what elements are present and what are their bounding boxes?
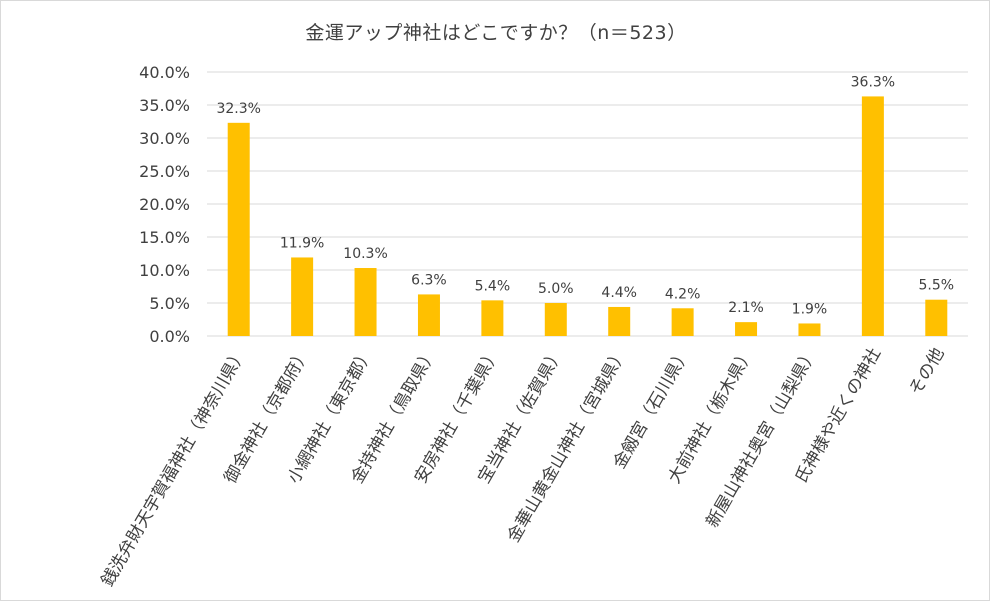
y-tick-label: 35.0%: [139, 96, 190, 115]
data-label: 36.3%: [851, 74, 895, 90]
data-label: 2.1%: [728, 300, 764, 316]
y-tick-label: 20.0%: [139, 195, 190, 214]
y-tick-labels: 0.0% 5.0% 10.0% 15.0% 20.0% 25.0% 30.0% 35.0% 40…: [139, 63, 190, 346]
y-tick-label: 10.0%: [139, 261, 190, 280]
bar: [481, 300, 504, 336]
bar: [227, 122, 250, 336]
x-tick-labels: 銭洗弁財天宇賀福神社（神奈川県）御金神社（京都府）小網神社（東京都）金持神社（鳥…: [98, 344, 949, 590]
bar: [291, 257, 314, 336]
bars: [227, 96, 948, 336]
bar: [798, 323, 821, 336]
data-label: 6.3%: [411, 272, 447, 288]
gridlines: [207, 71, 968, 337]
data-labels: 32.3% 11.9% 10.3% 6.3% 5.4% 5.0% 4.4% 4.2% 2.1% 1…: [216, 74, 954, 317]
bar: [671, 308, 694, 336]
bar: [735, 322, 758, 336]
data-label: 5.0%: [538, 281, 574, 297]
bar: [417, 294, 440, 336]
y-tick-label: 25.0%: [139, 162, 190, 181]
y-tick-label: 5.0%: [149, 294, 190, 313]
bar: [544, 303, 567, 336]
data-label: 32.3%: [216, 101, 260, 117]
y-tick-label: 30.0%: [139, 129, 190, 148]
y-tick-label: 15.0%: [139, 228, 190, 247]
x-tick-label: 金華山黄金山神社（宮城県）: [504, 345, 632, 546]
y-tick-label: 0.0%: [149, 327, 190, 346]
data-label: 4.2%: [665, 286, 701, 302]
x-tick-label: 新屋山神社奥宮（山梨県）: [702, 345, 821, 532]
bar: [925, 299, 948, 336]
data-label: 4.4%: [601, 285, 637, 301]
data-label: 1.9%: [792, 301, 828, 317]
data-label: 10.3%: [343, 246, 387, 262]
data-label: 11.9%: [280, 235, 324, 251]
bar: [608, 306, 631, 336]
data-label: 5.4%: [475, 278, 511, 294]
bar: [354, 268, 377, 336]
data-label: 5.5%: [919, 278, 955, 294]
y-tick-label: 40.0%: [139, 63, 190, 82]
chart-title: 金運アップ神社はどこですか？（n＝523）: [305, 22, 687, 44]
bar: [861, 96, 884, 336]
x-tick-label: その他: [906, 345, 949, 399]
